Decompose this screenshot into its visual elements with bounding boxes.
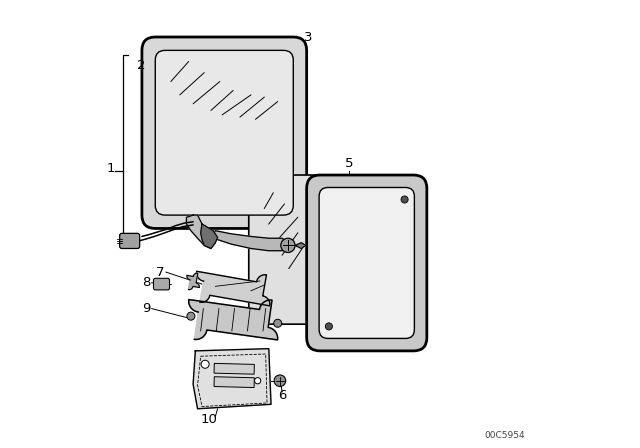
Circle shape	[187, 312, 195, 320]
Circle shape	[281, 238, 295, 253]
Circle shape	[201, 360, 209, 368]
FancyBboxPatch shape	[142, 37, 307, 228]
Text: 8: 8	[142, 276, 150, 289]
Text: 5: 5	[345, 157, 353, 170]
Text: 6: 6	[278, 389, 286, 402]
Circle shape	[255, 378, 260, 384]
Polygon shape	[193, 349, 271, 409]
Circle shape	[274, 319, 282, 327]
FancyBboxPatch shape	[307, 175, 427, 351]
FancyBboxPatch shape	[120, 233, 140, 249]
Circle shape	[325, 323, 332, 330]
Polygon shape	[201, 224, 218, 249]
Circle shape	[274, 375, 285, 387]
Polygon shape	[196, 271, 270, 306]
Text: 1: 1	[106, 162, 115, 175]
Text: 4: 4	[285, 166, 293, 179]
Polygon shape	[295, 243, 306, 249]
Text: 00C5954: 00C5954	[484, 431, 525, 440]
Polygon shape	[189, 300, 278, 340]
Polygon shape	[211, 231, 287, 251]
Circle shape	[401, 196, 408, 203]
Text: 2: 2	[137, 60, 145, 73]
Bar	[214, 363, 254, 374]
FancyBboxPatch shape	[156, 50, 293, 215]
Polygon shape	[187, 273, 199, 289]
FancyBboxPatch shape	[319, 188, 414, 338]
Text: 3: 3	[304, 30, 312, 43]
Polygon shape	[186, 215, 216, 249]
Text: 10: 10	[200, 414, 217, 426]
Text: 9: 9	[142, 302, 150, 315]
Bar	[214, 377, 254, 388]
FancyBboxPatch shape	[154, 278, 170, 290]
FancyBboxPatch shape	[249, 175, 342, 324]
Text: 7: 7	[156, 266, 165, 279]
